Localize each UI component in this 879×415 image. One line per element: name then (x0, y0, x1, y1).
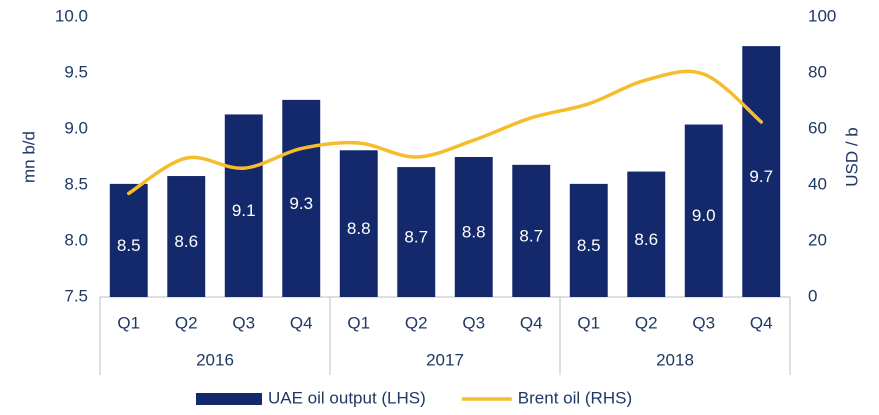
y-tick-label: 8.0 (64, 230, 88, 249)
y-tick-label: 7.5 (64, 286, 88, 305)
y-tick-label: 10.0 (55, 6, 88, 25)
group-label: 2016 (196, 350, 234, 369)
x-tick-label: Q1 (347, 313, 370, 332)
y-axis-title: mn b/d (19, 131, 38, 183)
x-tick-label: Q4 (290, 313, 313, 332)
data-label: 9.0 (692, 206, 716, 225)
bar (167, 176, 206, 297)
data-label: 8.6 (634, 230, 658, 249)
data-label: 8.5 (117, 236, 141, 255)
data-label: 9.3 (289, 194, 313, 213)
x-tick-label: Q3 (232, 313, 255, 332)
bar (569, 183, 608, 297)
x-tick-label: Q2 (405, 313, 428, 332)
y2-tick-label: 80 (808, 62, 827, 81)
x-tick-label: Q3 (692, 313, 715, 332)
legend-label: UAE oil output (LHS) (268, 388, 426, 407)
y2-tick-label: 20 (808, 230, 827, 249)
y-tick-label: 8.5 (64, 174, 88, 193)
x-tick-label: Q2 (635, 313, 658, 332)
data-label: 8.6 (174, 232, 198, 251)
data-label: 9.1 (232, 201, 256, 220)
group-label: 2017 (426, 350, 464, 369)
bar (339, 150, 378, 297)
y-tick-label: 9.0 (64, 118, 88, 137)
bar (684, 124, 723, 298)
x-tick-label: Q1 (117, 313, 140, 332)
data-label: 8.7 (404, 228, 428, 247)
y2-tick-label: 0 (808, 286, 817, 305)
x-tick-label: Q3 (462, 313, 485, 332)
bar (742, 46, 781, 298)
legend-label: Brent oil (RHS) (518, 388, 632, 407)
data-label: 8.8 (462, 222, 486, 241)
x-tick-label: Q4 (750, 313, 773, 332)
y2-tick-label: 60 (808, 118, 827, 137)
y-tick-label: 9.5 (64, 62, 88, 81)
y2-axis-title: USD / b (842, 127, 861, 187)
y2-tick-label: 100 (808, 6, 836, 25)
data-label: 8.8 (347, 219, 371, 238)
bar (454, 157, 493, 297)
legend-swatch (196, 393, 262, 405)
bar (109, 183, 148, 297)
bar (224, 114, 263, 297)
x-tick-label: Q1 (577, 313, 600, 332)
x-tick-label: Q2 (175, 313, 198, 332)
bar (397, 167, 436, 297)
group-label: 2018 (656, 350, 694, 369)
data-label: 8.5 (577, 236, 601, 255)
x-tick-label: Q4 (520, 313, 543, 332)
bar (627, 171, 666, 297)
data-label: 8.7 (519, 226, 543, 245)
line (127, 69, 763, 196)
y2-tick-label: 40 (808, 174, 827, 193)
bar (512, 164, 551, 297)
bar (282, 99, 321, 297)
data-label: 9.7 (749, 167, 773, 186)
